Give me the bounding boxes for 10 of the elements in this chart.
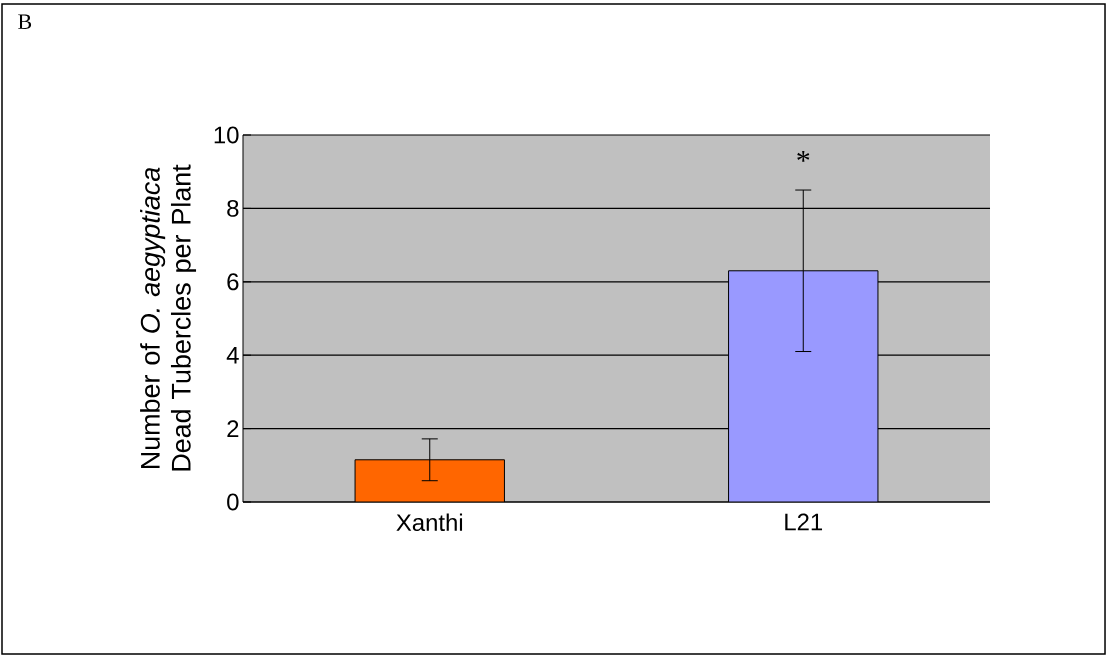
y-tick-label: 0 — [227, 493, 239, 511]
x-tick-label: L21 — [785, 513, 823, 531]
y-tick-label: 2 — [227, 420, 239, 437]
y-tick-label: 4 — [226, 346, 239, 364]
y-tick-label: 6 — [227, 273, 239, 291]
text: B — [18, 14, 32, 29]
x-tick-label: Xanthi — [396, 513, 463, 532]
y-tick-label: 10 — [214, 126, 239, 144]
annotation: * — [797, 150, 810, 162]
y-tick-label: 8 — [227, 199, 239, 217]
